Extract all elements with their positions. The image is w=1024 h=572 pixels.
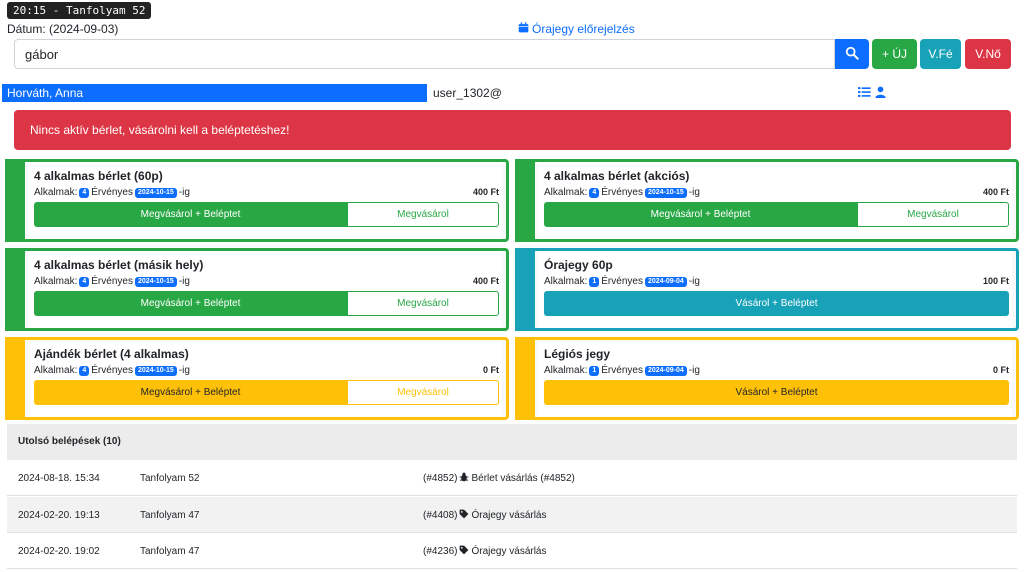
pass-title: Órajegy 60p	[544, 258, 613, 272]
buy-and-enter-button[interactable]: Megvásárol + Beléptet	[34, 202, 347, 227]
occasions-badge: 4	[79, 187, 90, 198]
pass-price: 0 Ft	[992, 365, 1009, 375]
buy-button[interactable]: Megvásárol	[347, 380, 499, 405]
pass-price: 400 Ft	[472, 187, 499, 197]
search-button[interactable]	[835, 39, 869, 69]
card-stripe	[5, 159, 25, 242]
buy-button[interactable]: Megvásárol	[857, 202, 1009, 227]
buy-and-enter-button[interactable]: Megvásárol + Beléptet	[34, 291, 347, 316]
pass-title: 4 alkalmas bérlet (akciós)	[544, 169, 690, 183]
entry-id: (#4408)	[423, 509, 458, 521]
bug-icon	[459, 472, 469, 485]
pass-price: 0 Ft	[482, 365, 499, 375]
valid-suffix: -ig	[688, 276, 700, 287]
entry-course: Tanfolyam 47	[140, 546, 200, 557]
valid-suffix: -ig	[178, 187, 190, 198]
list-icon[interactable]	[858, 86, 871, 98]
buy-and-enter-button[interactable]: Megvásárol + Beléptet	[544, 202, 857, 227]
card-stripe	[515, 248, 535, 331]
buy-and-enter-button[interactable]: Vásárol + Beléptet	[544, 291, 1009, 316]
entry-description: Órajegy vásárlás	[471, 546, 547, 557]
table-row: 2024-02-20. 19:02 Tanfolyam 47 (#4236) Ó…	[7, 533, 1017, 569]
valid-suffix: -ig	[178, 365, 190, 376]
date-label: Dátum: (2024-09-03)	[7, 22, 119, 36]
occasions-label: Alkalmak:	[544, 365, 588, 376]
entry-description: Órajegy vásárlás	[471, 509, 547, 521]
pass-price: 400 Ft	[982, 187, 1009, 197]
pass-price: 400 Ft	[472, 276, 499, 286]
entry-date: 2024-08-18. 15:34	[18, 473, 100, 484]
pass-card: 4 alkalmas bérlet (másik hely) Alkalmak:…	[5, 248, 509, 331]
buy-and-enter-button[interactable]: Vásárol + Beléptet	[544, 380, 1009, 405]
occasions-badge: 1	[589, 276, 600, 287]
no-pass-alert: Nincs aktív bérlet, vásárolni kell a bel…	[14, 110, 1011, 150]
occasions-badge: 4	[79, 276, 90, 287]
occasions-label: Alkalmak:	[544, 276, 588, 287]
user-name[interactable]: Horváth, Anna	[2, 84, 427, 102]
vno-button[interactable]: V.Nő	[965, 39, 1011, 69]
entry-id: (#4236)	[423, 546, 458, 557]
entry-course: Tanfolyam 47	[140, 509, 200, 521]
valid-label: Érvényes	[601, 276, 643, 287]
entry-id: (#4852)	[423, 473, 458, 484]
forecast-link[interactable]: Órajegy előrejelzés	[518, 22, 635, 36]
entry-course: Tanfolyam 52	[140, 473, 200, 484]
user-icon[interactable]	[874, 86, 887, 98]
valid-label: Érvényes	[91, 187, 133, 198]
card-stripe	[515, 337, 535, 420]
pass-card: Ajándék bérlet (4 alkalmas) Alkalmak: 4 …	[5, 337, 509, 420]
pass-title: Ajándék bérlet (4 alkalmas)	[34, 347, 189, 361]
occasions-badge: 4	[79, 365, 90, 376]
table-row: 2024-08-18. 15:34 Tanfolyam 52 (#4852) B…	[7, 460, 1017, 496]
vfe-button[interactable]: V.Fé	[920, 39, 961, 69]
valid-date-badge: 2024-10-15	[134, 365, 177, 376]
occasions-label: Alkalmak:	[34, 365, 78, 376]
card-stripe	[515, 159, 535, 242]
buy-button[interactable]: Megvásárol	[347, 202, 499, 227]
valid-date-badge: 2024-10-15	[134, 187, 177, 198]
valid-label: Érvényes	[601, 187, 643, 198]
tag-icon	[459, 545, 469, 558]
pass-card: Légiós jegy Alkalmak: 1 Érvényes 2024-09…	[515, 337, 1019, 420]
occasions-label: Alkalmak:	[34, 187, 78, 198]
valid-label: Érvényes	[601, 365, 643, 376]
session-tag: 20:15 - Tanfolyam 52	[7, 2, 152, 19]
recent-entries-title: Utolsó belépések (10)	[7, 424, 1017, 460]
valid-label: Érvényes	[91, 276, 133, 287]
pass-card: 4 alkalmas bérlet (60p) Alkalmak: 4 Érvé…	[5, 159, 509, 242]
valid-date-badge: 2024-10-15	[134, 276, 177, 287]
entry-description: Bérlet vásárlás (#4852)	[471, 473, 575, 484]
valid-date-badge: 2024-09-04	[644, 276, 687, 287]
pass-price: 100 Ft	[982, 276, 1009, 286]
buy-and-enter-button[interactable]: Megvásárol + Beléptet	[34, 380, 347, 405]
pass-title: Légiós jegy	[544, 347, 611, 361]
search-input[interactable]	[14, 39, 835, 69]
entry-date: 2024-02-20. 19:02	[18, 546, 100, 557]
valid-suffix: -ig	[688, 365, 700, 376]
occasions-label: Alkalmak:	[544, 187, 588, 198]
valid-date-badge: 2024-10-15	[644, 187, 687, 198]
valid-suffix: -ig	[178, 276, 190, 287]
user-email: user_1302@	[433, 86, 502, 100]
pass-card: 4 alkalmas bérlet (akciós) Alkalmak: 4 É…	[515, 159, 1019, 242]
pass-title: 4 alkalmas bérlet (másik hely)	[34, 258, 204, 272]
card-stripe	[5, 337, 25, 420]
search-icon	[845, 46, 859, 63]
table-row: 2024-02-20. 19:13 Tanfolyam 47 (#4408) Ó…	[7, 496, 1017, 533]
occasions-label: Alkalmak:	[34, 276, 78, 287]
pass-card: Órajegy 60p Alkalmak: 1 Érvényes 2024-09…	[515, 248, 1019, 331]
occasions-badge: 4	[589, 187, 600, 198]
valid-date-badge: 2024-09-04	[644, 365, 687, 376]
occasions-badge: 1	[589, 365, 600, 376]
valid-suffix: -ig	[688, 187, 700, 198]
pass-title: 4 alkalmas bérlet (60p)	[34, 169, 163, 183]
valid-label: Érvényes	[91, 365, 133, 376]
entry-date: 2024-02-20. 19:13	[18, 509, 100, 521]
tag-icon	[459, 509, 469, 522]
calendar-icon	[518, 22, 529, 36]
new-button[interactable]: + ÚJ	[872, 39, 917, 69]
buy-button[interactable]: Megvásárol	[347, 291, 499, 316]
forecast-label: Órajegy előrejelzés	[532, 22, 635, 36]
card-stripe	[5, 248, 25, 331]
